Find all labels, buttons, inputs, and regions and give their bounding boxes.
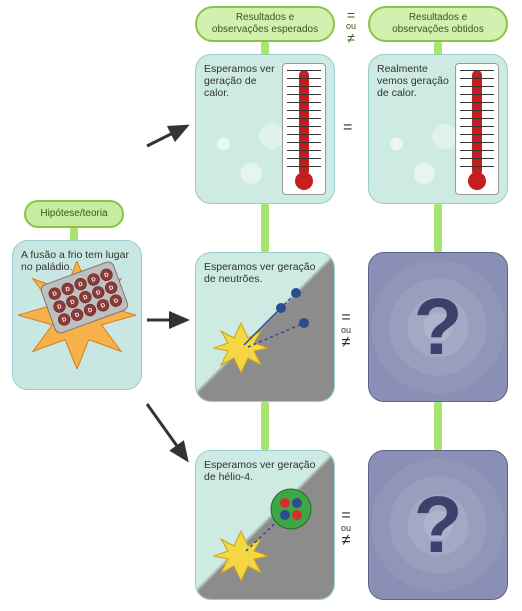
- question-mark-icon: ?: [414, 479, 463, 571]
- hypothesis-text: A fusão a frio tem lugar no paládio.: [21, 249, 133, 273]
- link: [261, 402, 269, 450]
- palladium-icon: DDDDD DDDDD DDDDD: [18, 261, 136, 369]
- link: [434, 204, 442, 252]
- hypothesis-label: Hipótese/teoria: [40, 208, 107, 220]
- row2-neq: ≠: [342, 334, 351, 351]
- row3-eq: =: [341, 507, 350, 524]
- card-expected-heat: Esperamos ver geração de calor.: [195, 54, 335, 204]
- header-expected-text: Resultados e observações esperados: [207, 12, 323, 36]
- header-obtained-text: Resultados e observações obtidos: [380, 12, 496, 36]
- question-mark-icon: ?: [414, 281, 463, 373]
- row2-compare: = ou ≠: [341, 310, 351, 351]
- arrow-icon: [145, 120, 195, 150]
- card-obtained-heat: Realmente vemos geração de calor.: [368, 54, 508, 204]
- card-obtained-heat-text: Realmente vemos geração de calor.: [377, 63, 450, 99]
- card-hypothesis: A fusão a frio tem lugar no paládio. DDD…: [12, 240, 142, 390]
- card-expected-helium: Esperamos ver geração de hélio-4.: [195, 450, 335, 600]
- link: [261, 204, 269, 252]
- header-expected-pill: Resultados e observações esperados: [195, 6, 335, 42]
- row3-neq: ≠: [342, 532, 351, 549]
- arrow-icon: [145, 400, 195, 470]
- hypothesis-pill: Hipótese/teoria: [24, 200, 124, 228]
- card-obtained-neutrons: ?: [368, 252, 508, 402]
- header-neq: ≠: [347, 30, 355, 46]
- card-obtained-helium: ?: [368, 450, 508, 600]
- row1-eq: =: [343, 119, 352, 136]
- card-expected-neutrons-text: Esperamos ver geração de neutrões.: [204, 261, 326, 285]
- thermometer-icon: [455, 63, 499, 195]
- card-expected-neutrons: Esperamos ver geração de neutrões.: [195, 252, 335, 402]
- row2-eq: =: [341, 309, 350, 326]
- row1-compare: =: [343, 120, 352, 136]
- header-obtained-pill: Resultados e observações obtidos: [368, 6, 508, 42]
- arrow-icon: [145, 310, 195, 330]
- header-compare: = ou ≠: [340, 8, 362, 45]
- thermometer-icon: [282, 63, 326, 195]
- link: [434, 402, 442, 450]
- card-expected-helium-text: Esperamos ver geração de hélio-4.: [204, 459, 326, 483]
- row3-compare: = ou ≠: [341, 508, 351, 549]
- card-expected-heat-text: Esperamos ver geração de calor.: [204, 63, 277, 99]
